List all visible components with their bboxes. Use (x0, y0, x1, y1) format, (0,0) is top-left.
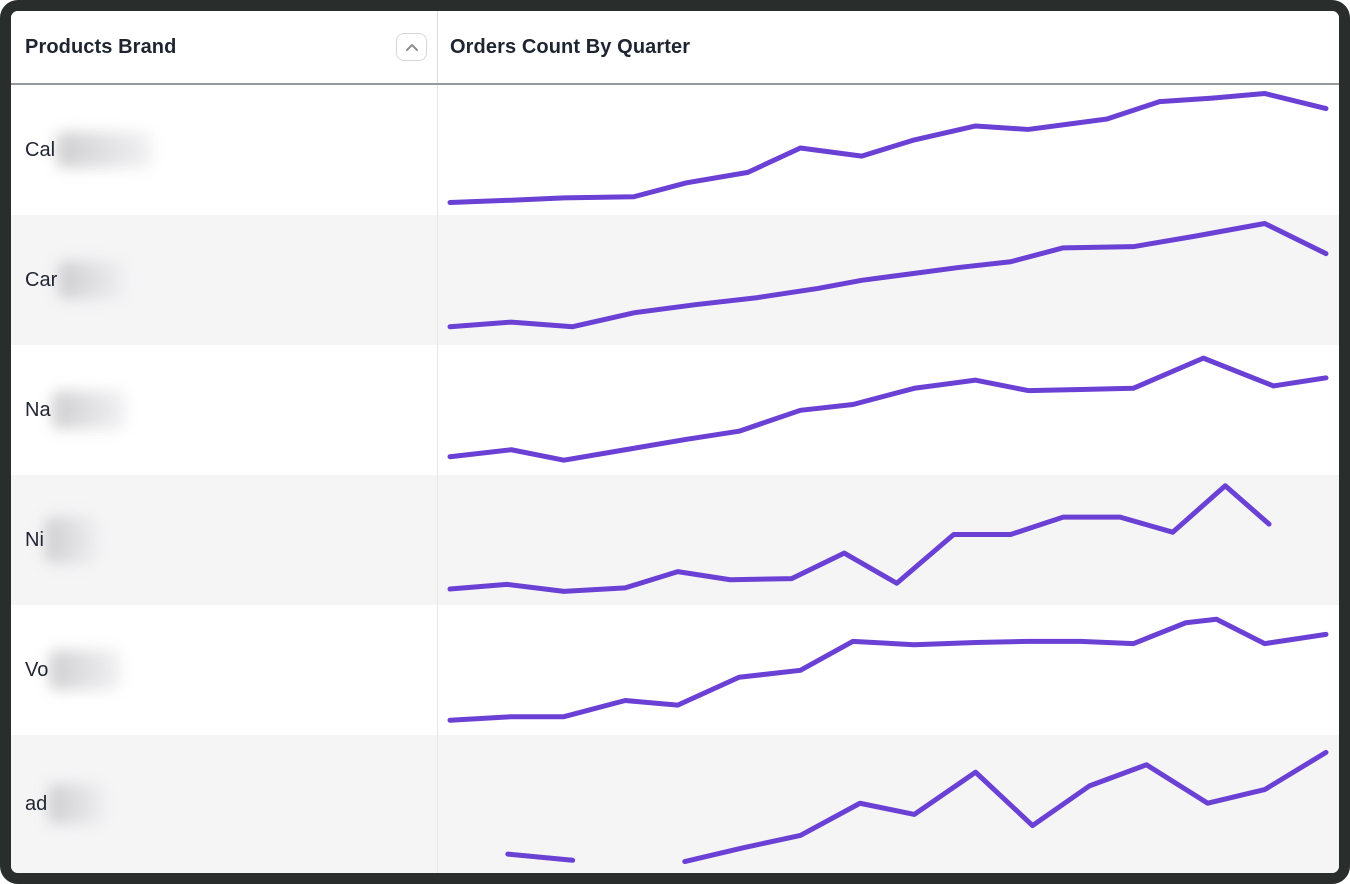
chart-column-header: Orders Count By Quarter (438, 11, 1339, 83)
orders-sparkline (450, 220, 1326, 336)
brand-column-title: Products Brand (25, 35, 177, 58)
redacted-label-blur (58, 261, 127, 299)
table-row: Vo (11, 605, 1339, 735)
table-header: Products Brand Orders Count By Quarter (11, 11, 1339, 85)
sparkline-cell (438, 605, 1339, 735)
orders-sparkline (450, 480, 1326, 596)
brand-label-cell: ad (11, 735, 438, 873)
table-body: Cal Car Na Ni Vo ad (11, 85, 1339, 873)
table-row: Ni (11, 475, 1339, 605)
table-row: Cal (11, 85, 1339, 215)
table-row: ad (11, 735, 1339, 873)
sort-ascending-button[interactable] (396, 33, 427, 61)
redacted-label-blur (49, 650, 122, 690)
orders-sparkline (450, 740, 1326, 864)
brand-label-cell: Cal (11, 85, 438, 215)
brand-label-cell: Vo (11, 605, 438, 735)
brand-label: Na (25, 398, 51, 421)
chart-column-title: Orders Count By Quarter (450, 35, 691, 58)
orders-sparkline (450, 610, 1326, 726)
redacted-label-blur (44, 517, 99, 563)
brand-column-header: Products Brand (11, 11, 438, 83)
brand-label: Ni (25, 528, 44, 551)
brand-label: Cal (25, 138, 56, 161)
sparkline-cell (438, 345, 1339, 475)
redacted-label-blur (51, 391, 126, 429)
brand-label-cell: Na (11, 345, 438, 475)
brand-label: ad (25, 792, 48, 815)
orders-sparkline (450, 350, 1326, 466)
orders-sparkline (450, 90, 1326, 206)
brand-label-cell: Car (11, 215, 438, 345)
brand-label-cell: Ni (11, 475, 438, 605)
redacted-label-blur (56, 132, 153, 168)
table-row: Na (11, 345, 1339, 475)
table-row: Car (11, 215, 1339, 345)
brand-label: Car (25, 268, 58, 291)
brand-label: Vo (25, 658, 49, 681)
redacted-label-blur (48, 784, 107, 824)
sparkline-cell (438, 475, 1339, 605)
sparkline-cell (438, 85, 1339, 215)
sparkline-cell (438, 215, 1339, 345)
sparkline-cell (438, 735, 1339, 873)
chevron-up-icon (405, 43, 419, 52)
